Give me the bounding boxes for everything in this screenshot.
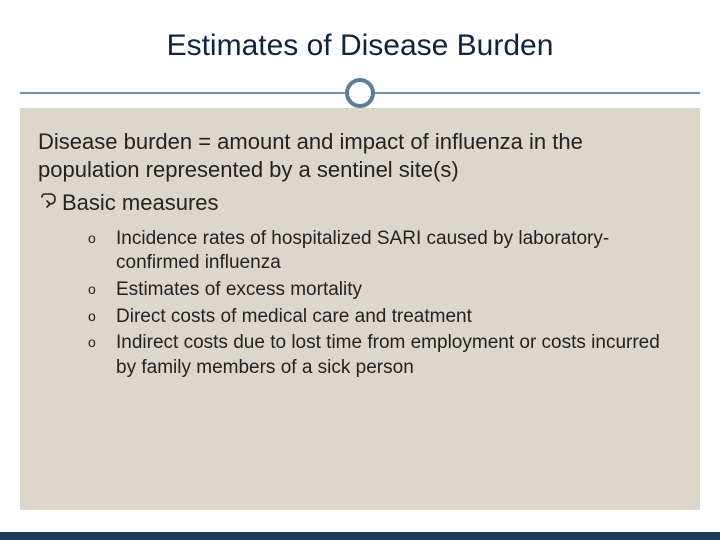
slide-title: Estimates of Disease Burden (167, 29, 554, 63)
sub-item-text: Incidence rates of hospitalized SARI cau… (116, 227, 682, 276)
sub-bullet-marker: o (88, 331, 116, 353)
sub-item-text: Indirect costs due to lost time from emp… (116, 331, 682, 380)
curly-bullet-icon (38, 189, 60, 215)
list-item: o Direct costs of medical care and treat… (88, 305, 682, 330)
basic-measures-row: Basic measures (38, 189, 682, 217)
sub-item-text: Direct costs of medical care and treatme… (116, 305, 472, 330)
list-item: o Indirect costs due to lost time from e… (88, 331, 682, 380)
slide: Estimates of Disease Burden Disease burd… (0, 0, 720, 540)
sub-bullet-marker: o (88, 227, 116, 249)
list-item: o Incidence rates of hospitalized SARI c… (88, 227, 682, 276)
intro-text: Disease burden = amount and impact of in… (38, 128, 682, 183)
bottom-accent-bar (0, 532, 720, 540)
sub-list: o Incidence rates of hospitalized SARI c… (88, 227, 682, 381)
sub-item-text: Estimates of excess mortality (116, 278, 362, 303)
basic-measures-label: Basic measures (62, 189, 219, 217)
circle-marker-icon (345, 78, 375, 108)
sub-bullet-marker: o (88, 305, 116, 327)
content-area: Disease burden = amount and impact of in… (20, 108, 700, 510)
sub-bullet-marker: o (88, 278, 116, 300)
list-item: o Estimates of excess mortality (88, 278, 682, 303)
